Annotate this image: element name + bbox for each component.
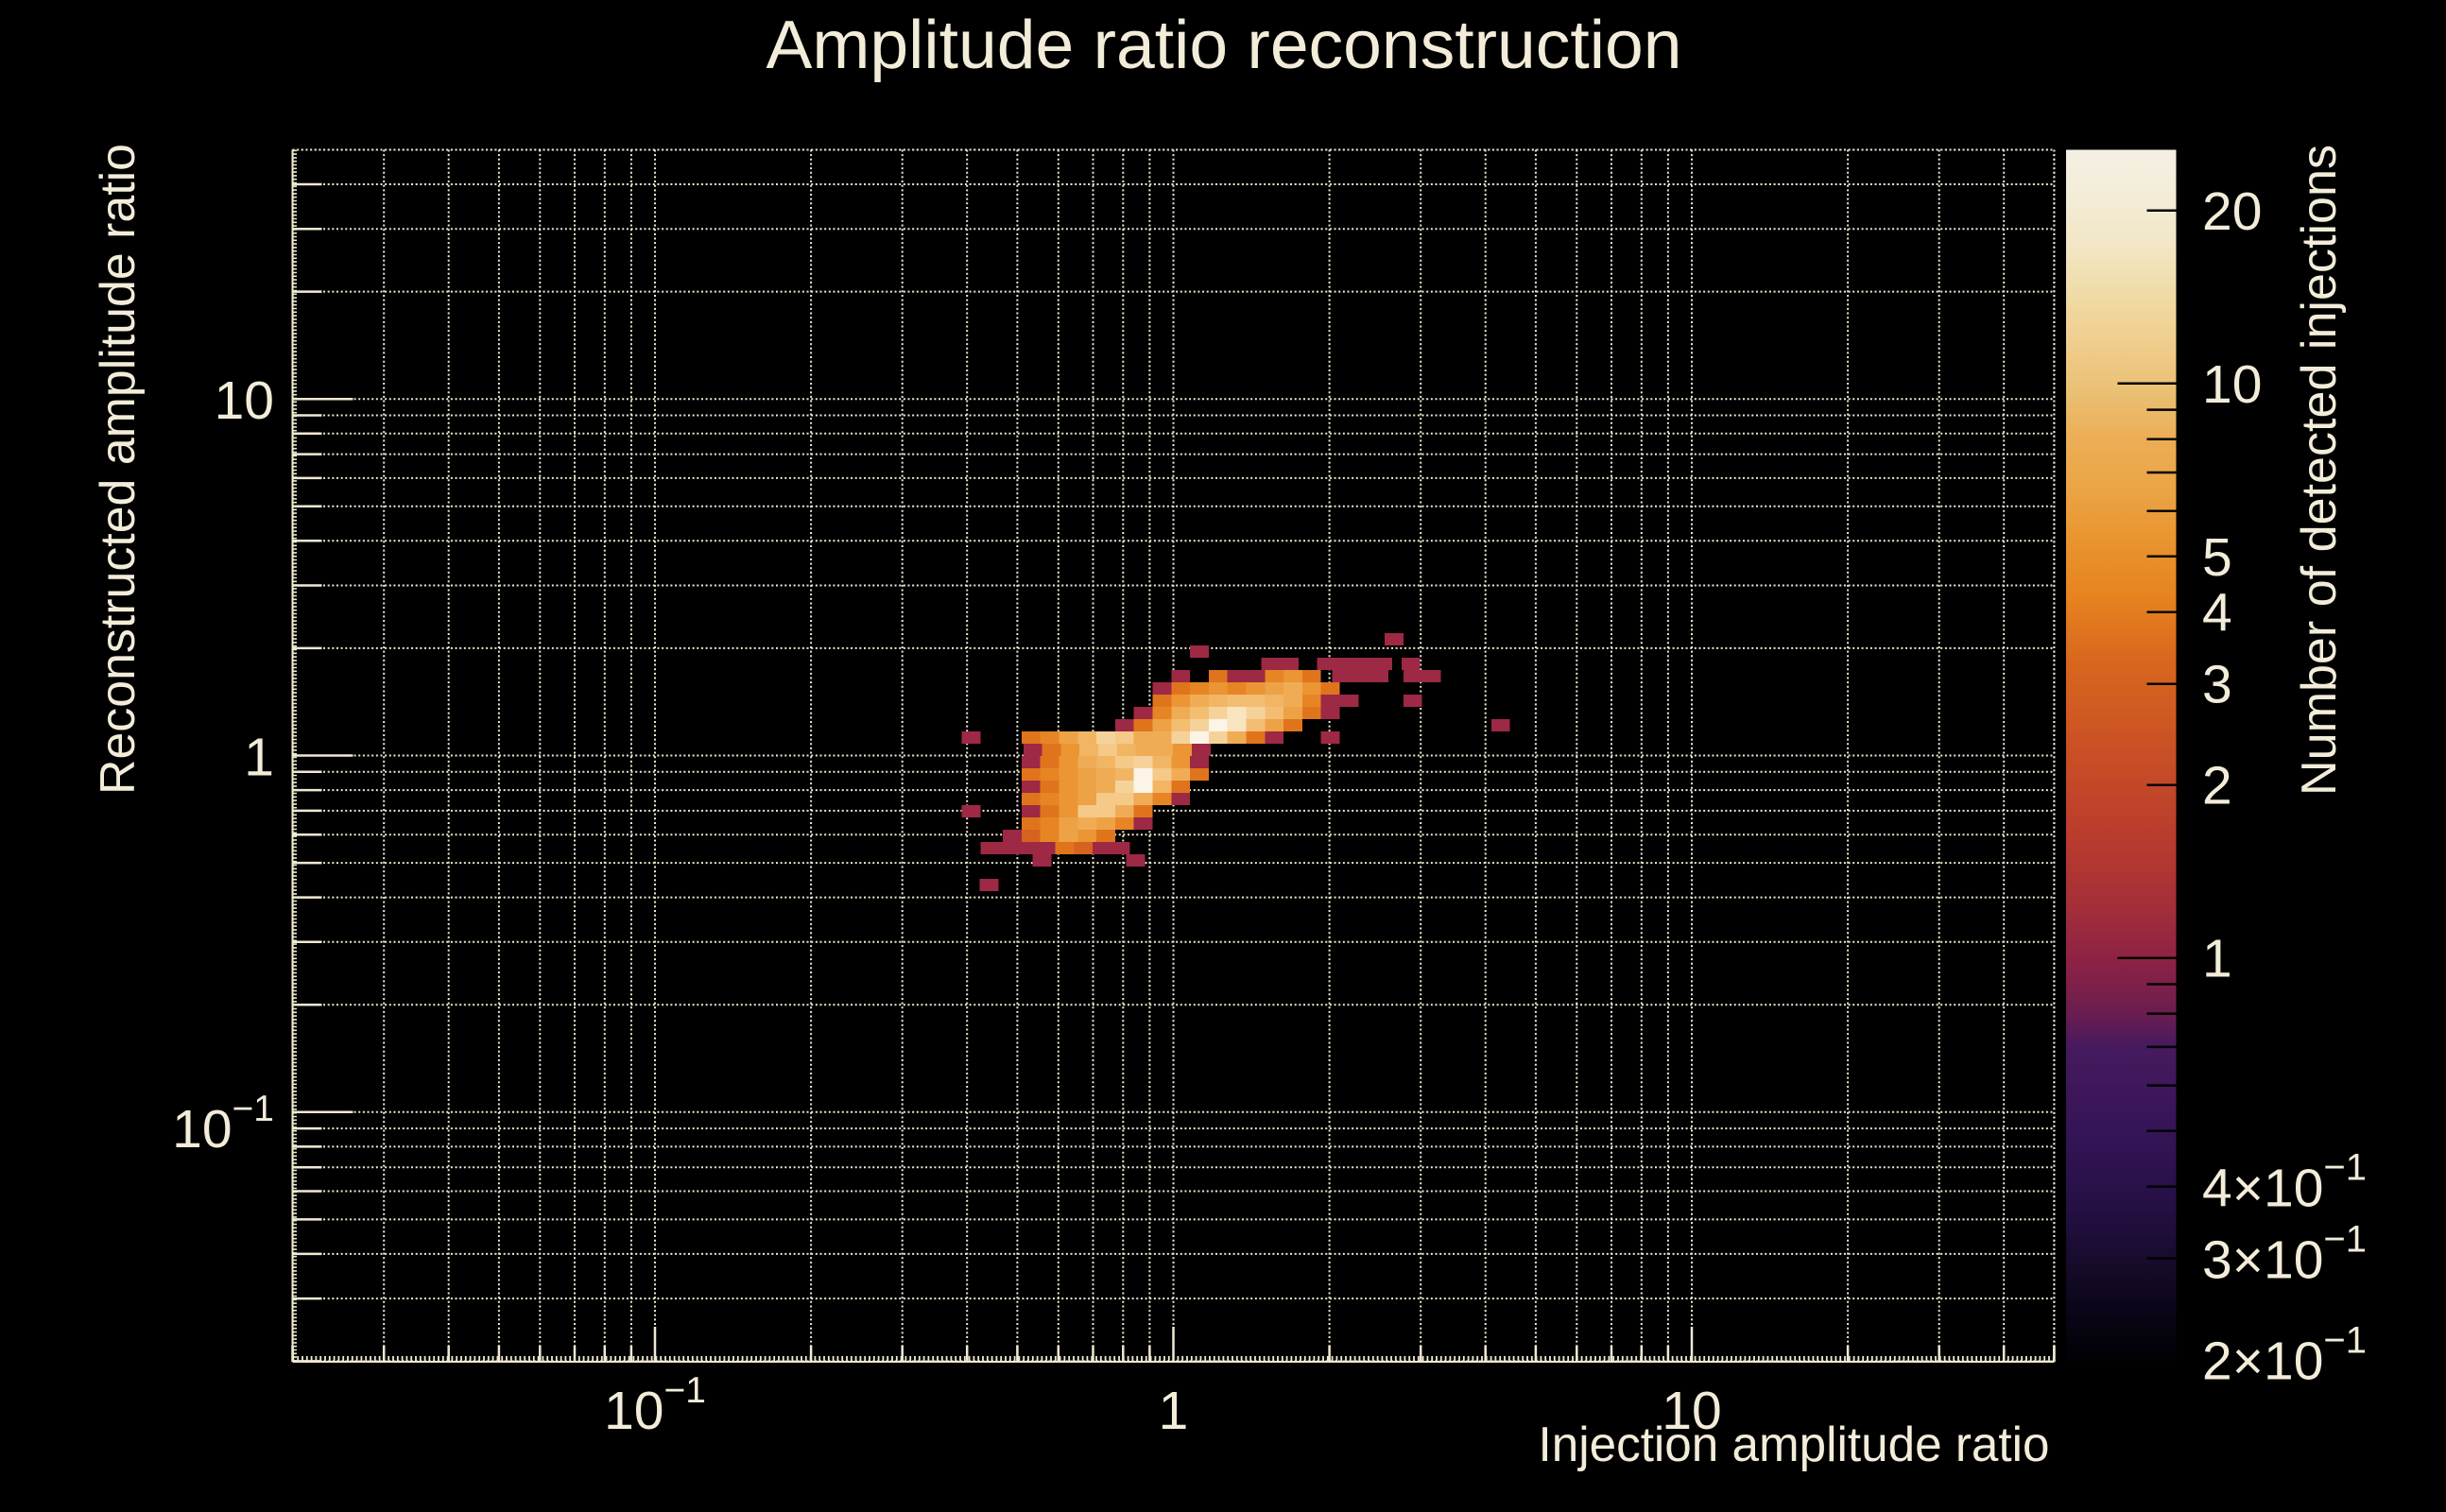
svg-text:1: 1 (1159, 1381, 1189, 1441)
svg-text:Reconstructed amplitude ratio: Reconstructed amplitude ratio (91, 144, 146, 795)
svg-text:1: 1 (2202, 929, 2232, 989)
svg-text:Amplitude ratio reconstruction: Amplitude ratio reconstruction (767, 8, 1682, 83)
svg-text:5: 5 (2202, 527, 2232, 588)
svg-text:Number of detected injections: Number of detected injections (2292, 145, 2347, 796)
svg-text:20: 20 (2202, 181, 2262, 242)
svg-text:Injection amplitude ratio: Injection amplitude ratio (1539, 1418, 2050, 1472)
svg-text:3: 3 (2202, 655, 2232, 715)
svg-text:10: 10 (215, 370, 274, 431)
svg-text:10: 10 (2202, 354, 2262, 415)
svg-text:10−1: 10−1 (172, 1089, 274, 1160)
svg-text:2×10−1: 2×10−1 (2202, 1320, 2367, 1392)
svg-text:1: 1 (244, 728, 274, 788)
svg-text:4: 4 (2202, 583, 2232, 644)
svg-text:10: 10 (1662, 1381, 1721, 1441)
svg-text:2: 2 (2202, 756, 2232, 816)
